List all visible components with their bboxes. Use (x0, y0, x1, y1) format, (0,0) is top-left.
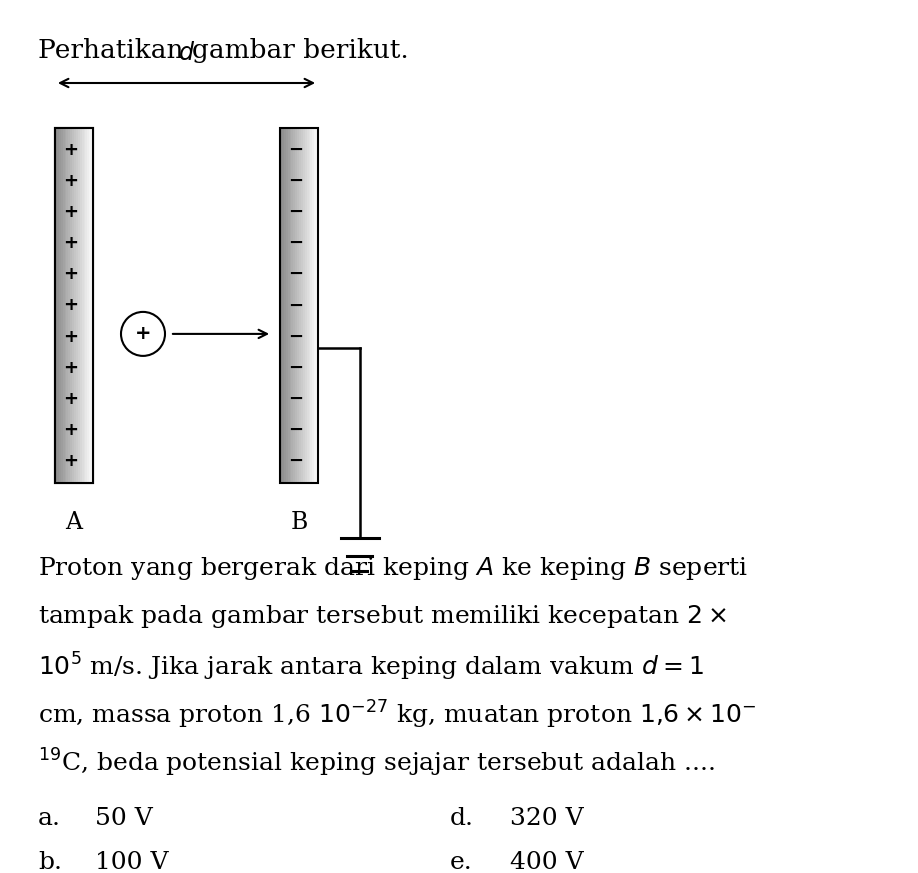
Bar (299, 128, 302, 483)
Bar (80, 128, 83, 483)
Bar (66, 128, 69, 483)
Text: a.: a. (38, 807, 61, 830)
Text: −: − (288, 172, 304, 190)
Text: +: + (63, 172, 78, 190)
Text: b.: b. (38, 851, 62, 873)
Text: +: + (63, 297, 78, 314)
Bar (78, 128, 81, 483)
Bar (82, 128, 84, 483)
Bar (87, 128, 90, 483)
Bar (293, 128, 297, 483)
Bar (85, 128, 88, 483)
Text: −: − (288, 141, 304, 159)
Text: d.: d. (450, 807, 474, 830)
Bar (70, 128, 73, 483)
Bar (287, 128, 290, 483)
Text: $10^5$ m/s. Jika jarak antara keping dalam vakum $d = 1$: $10^5$ m/s. Jika jarak antara keping dal… (38, 651, 703, 684)
Bar (316, 128, 319, 483)
Bar (62, 128, 65, 483)
Text: +: + (63, 359, 78, 377)
Bar (59, 128, 62, 483)
Bar (296, 128, 298, 483)
Bar (280, 128, 283, 483)
Text: +: + (63, 203, 78, 221)
Text: −: − (288, 359, 304, 377)
Bar (280, 128, 318, 483)
Text: +: + (63, 390, 78, 408)
Bar (291, 128, 295, 483)
Bar (55, 128, 93, 483)
Text: 400 V: 400 V (510, 851, 584, 873)
Bar (68, 128, 72, 483)
Text: 320 V: 320 V (510, 807, 584, 830)
Bar (301, 128, 304, 483)
Text: e.: e. (450, 851, 473, 873)
Text: −: − (288, 297, 304, 314)
Text: B: B (290, 511, 308, 534)
Bar (55, 128, 93, 483)
Bar (74, 128, 77, 483)
Bar (55, 128, 58, 483)
Bar (303, 128, 306, 483)
Text: cm, massa proton 1,6 $10^{-27}$ kg, muatan proton $1{,}6 \times10^{-}$: cm, massa proton 1,6 $10^{-27}$ kg, muat… (38, 699, 756, 732)
Text: +: + (63, 452, 78, 470)
Bar (64, 128, 67, 483)
Text: $^{19}$C, beda potensial keping sejajar tersebut adalah ....: $^{19}$C, beda potensial keping sejajar … (38, 747, 715, 780)
Bar (61, 128, 63, 483)
Bar (308, 128, 311, 483)
Text: +: + (63, 327, 78, 346)
Bar (73, 128, 75, 483)
Text: −: − (288, 203, 304, 221)
Text: −: − (288, 234, 304, 252)
Text: −: − (288, 327, 304, 346)
Text: +: + (63, 141, 78, 159)
Bar (307, 128, 309, 483)
Text: −: − (288, 390, 304, 408)
Text: tampak pada gambar tersebut memiliki kecepatan $2 \times$: tampak pada gambar tersebut memiliki kec… (38, 603, 727, 630)
Bar (289, 128, 293, 483)
Text: 50 V: 50 V (95, 807, 152, 830)
Text: +: + (63, 421, 78, 439)
Bar (297, 128, 300, 483)
Text: −: − (288, 265, 304, 284)
Bar (76, 128, 79, 483)
Bar (305, 128, 308, 483)
Text: A: A (65, 511, 83, 534)
Bar (91, 128, 94, 483)
Bar (284, 128, 286, 483)
Bar (57, 128, 60, 483)
Text: 100 V: 100 V (95, 851, 169, 873)
Bar (310, 128, 313, 483)
Bar (314, 128, 317, 483)
Text: +: + (63, 265, 78, 284)
Text: −: − (288, 421, 304, 439)
Bar (285, 128, 288, 483)
Text: Proton yang bergerak dari keping $A$ ke keping $B$ seperti: Proton yang bergerak dari keping $A$ ke … (38, 555, 748, 582)
Bar (89, 128, 92, 483)
Text: +: + (135, 325, 151, 343)
Text: $d$: $d$ (178, 42, 195, 65)
Bar (312, 128, 315, 483)
Text: Perhatikan gambar berikut.: Perhatikan gambar berikut. (38, 38, 409, 63)
Text: +: + (63, 234, 78, 252)
Bar (282, 128, 285, 483)
Text: −: − (288, 452, 304, 470)
Bar (84, 128, 86, 483)
